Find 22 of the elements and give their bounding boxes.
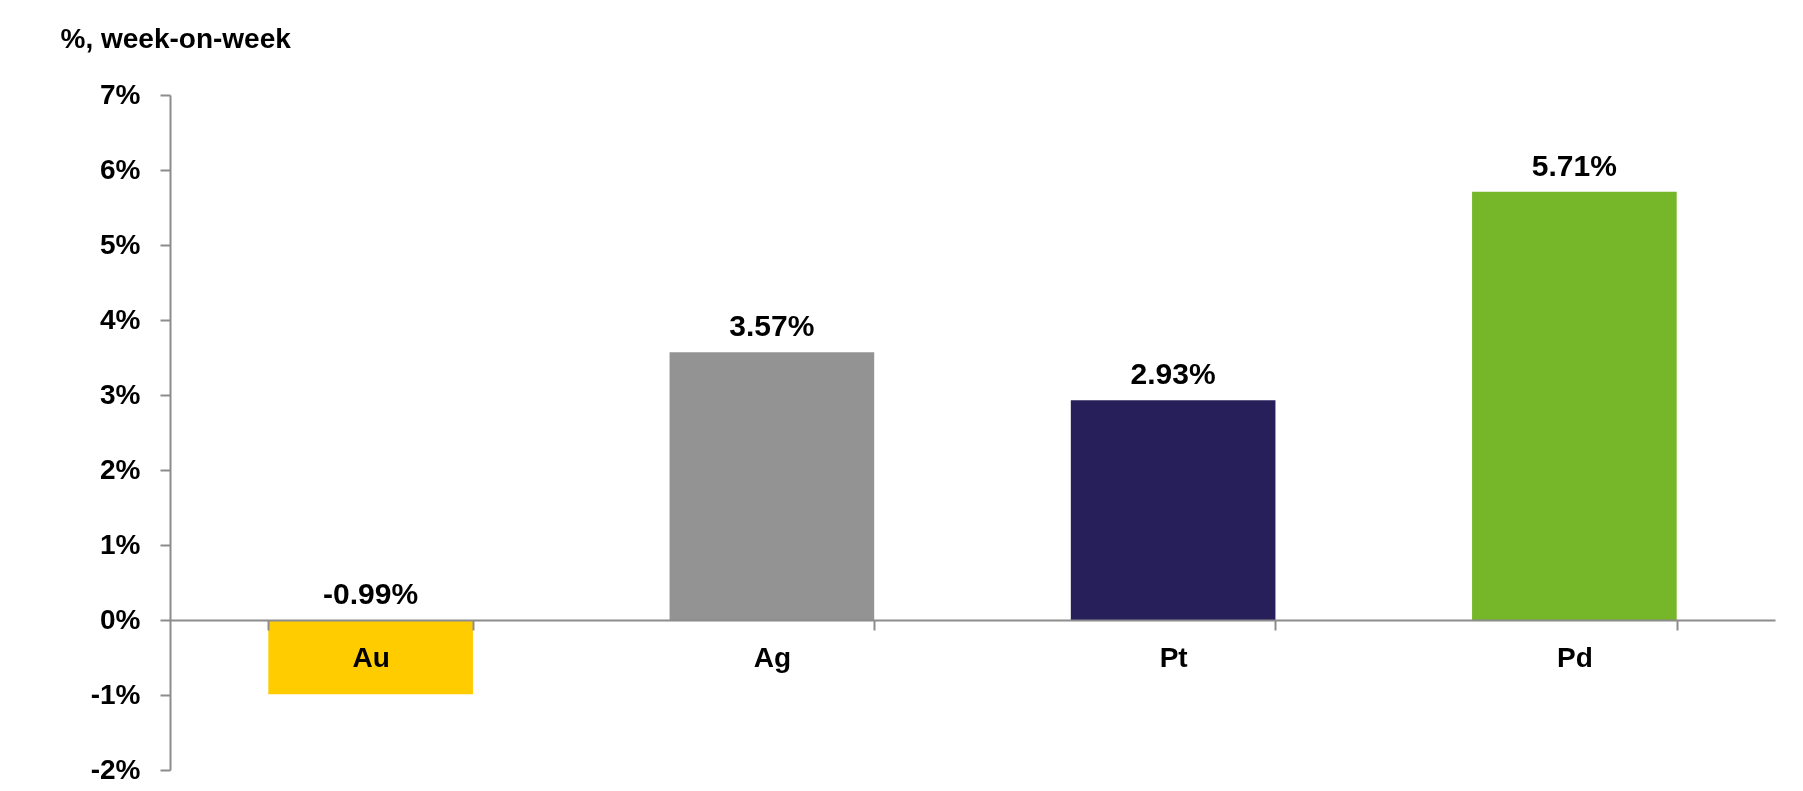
- x-tick-label: Pt: [1159, 641, 1188, 673]
- data-label: 3.57%: [729, 309, 815, 343]
- x-tick-label: Au: [352, 641, 390, 673]
- bar: [268, 620, 473, 695]
- y-tick-label: -2%: [90, 753, 141, 785]
- bar: [1070, 400, 1276, 620]
- y-tick-label: 1%: [100, 528, 141, 560]
- bar: [1472, 191, 1677, 620]
- x-tick-label: Pd: [1556, 641, 1593, 673]
- y-tick-label: 0%: [100, 603, 141, 635]
- data-label: -0.99%: [323, 577, 419, 610]
- y-axis-title: %, week-on-week: [60, 22, 292, 54]
- y-tick-label: 5%: [100, 228, 141, 260]
- y-tick-label: 6%: [100, 153, 141, 185]
- y-tick-label: 4%: [100, 303, 141, 335]
- y-tick-label: -1%: [90, 678, 141, 710]
- data-label: 2.93%: [1130, 357, 1216, 391]
- y-tick-label: 3%: [100, 378, 141, 410]
- data-label: 5.71%: [1531, 148, 1617, 182]
- y-tick-label: 2%: [100, 453, 141, 485]
- x-tick-label: Ag: [753, 641, 792, 673]
- y-tick-label: 7%: [100, 78, 141, 110]
